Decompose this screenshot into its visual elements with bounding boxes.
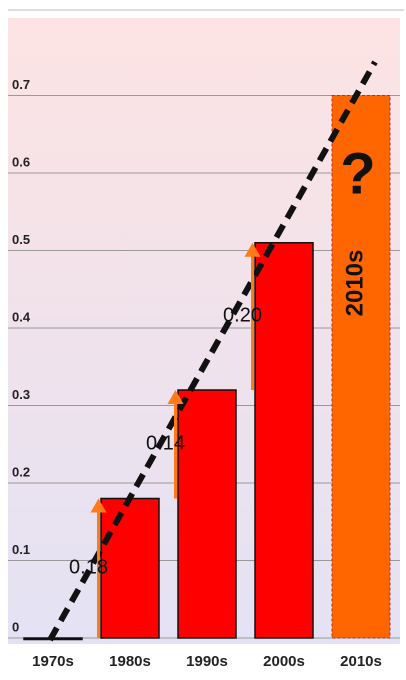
x-tick-label: 2010s <box>340 653 382 670</box>
y-tick-label: 0.1 <box>12 542 30 557</box>
x-tick-label: 1980s <box>109 653 151 670</box>
y-tick-label: 0.5 <box>12 232 30 247</box>
arrow-head <box>244 242 261 257</box>
arrow-head <box>167 390 184 404</box>
y-tick-label: 0.2 <box>12 464 30 479</box>
question-mark: ? <box>340 141 375 206</box>
trend-line <box>47 60 378 642</box>
x-tick-label: 1970s <box>32 653 74 670</box>
bar <box>331 95 391 639</box>
x-tick-label: 1990s <box>186 653 228 670</box>
increment-label: 0.18 <box>69 557 108 579</box>
increment-label: 0.14 <box>146 433 185 455</box>
y-tick-label: 0.7 <box>12 77 30 92</box>
y-tick-label: 0.6 <box>12 154 30 169</box>
y-tick-label: 0 <box>12 619 19 634</box>
y-tick-label: 0.3 <box>12 387 30 402</box>
bar <box>254 242 314 639</box>
bar-annotation: 2010s <box>341 250 368 317</box>
x-tick-label: 2000s <box>263 653 305 670</box>
bar <box>177 389 237 639</box>
increment-label: 0.20 <box>223 305 262 327</box>
y-tick-label: 0.4 <box>12 309 31 324</box>
bar <box>100 497 160 639</box>
arrow-head <box>90 498 107 513</box>
